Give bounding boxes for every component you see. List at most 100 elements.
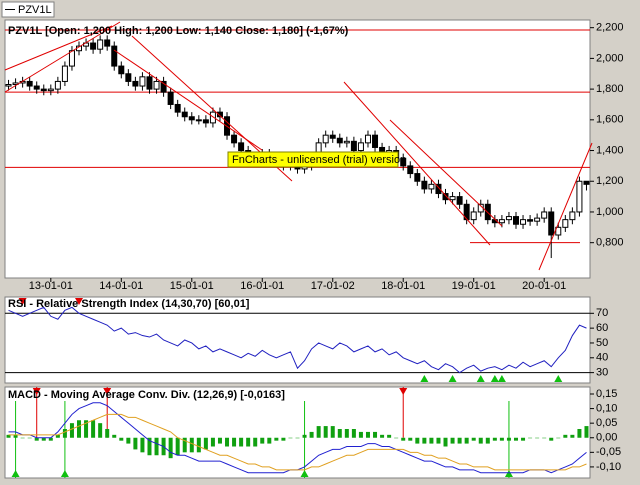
histogram-bar: [267, 437, 272, 444]
histogram-bar: [77, 420, 82, 438]
histogram-bar: [154, 437, 159, 456]
candle-body: [61, 65, 68, 82]
buy-signal: [11, 470, 20, 477]
histogram-bar: [570, 434, 575, 438]
histogram-bar: [485, 437, 490, 444]
y-tick-label: 1,600: [596, 114, 624, 126]
histogram-bar: [429, 437, 434, 444]
histogram-bar: [260, 437, 265, 444]
candle-body: [47, 88, 54, 92]
histogram-bar: [34, 437, 39, 441]
histogram-bar: [443, 437, 448, 447]
buy-signal: [300, 470, 309, 477]
buy-signal: [554, 375, 563, 382]
candle-body: [456, 196, 463, 205]
sell-signal: [75, 298, 84, 305]
histogram-bar: [471, 437, 476, 441]
histogram-bar: [492, 437, 497, 441]
histogram-bar: [20, 437, 25, 439]
histogram-bar: [27, 437, 32, 439]
histogram-bar: [246, 437, 251, 447]
y-tick-label: 70: [596, 307, 608, 319]
candle-body: [40, 88, 47, 92]
annotation: FnCharts - unlicensed (trial) version: [232, 154, 406, 166]
candle-body: [118, 65, 125, 75]
histogram-bar: [48, 437, 53, 441]
histogram-bar: [365, 431, 370, 438]
histogram-bar: [225, 437, 230, 447]
histogram-bar: [387, 434, 392, 438]
rsi-panel: [4, 296, 591, 384]
candle-body: [350, 140, 357, 152]
rsi-line: [8, 306, 587, 374]
candle-body: [231, 134, 238, 144]
histogram-bar: [464, 437, 469, 444]
histogram-bar: [513, 437, 518, 441]
y-tick-label: 0,800: [596, 237, 624, 249]
histogram-bar: [210, 437, 215, 447]
macd-panel: [4, 386, 591, 479]
candle-body: [181, 111, 188, 118]
candle-body: [104, 39, 111, 47]
histogram-bar: [373, 431, 378, 438]
candle-body: [470, 211, 477, 221]
candle-body: [555, 226, 562, 236]
y-tick-label: -0,05: [596, 446, 621, 458]
histogram-bar: [556, 437, 561, 439]
histogram-bar: [105, 429, 110, 438]
histogram-bar: [239, 437, 244, 447]
buy-signal: [448, 375, 457, 382]
histogram-bar: [189, 437, 194, 453]
y-tick-label: 0,05: [596, 417, 617, 429]
trend-line: [538, 142, 593, 271]
candle-body: [132, 80, 139, 87]
histogram-bar: [422, 437, 427, 444]
candle-body: [569, 211, 576, 221]
candle-body: [520, 219, 527, 225]
candle-body: [322, 134, 329, 144]
histogram-bar: [457, 437, 462, 444]
sell-signal: [18, 298, 27, 305]
candle-body: [343, 140, 350, 144]
legend-label: PZV1L: [18, 4, 52, 16]
candle-body: [111, 45, 118, 67]
candle-body: [33, 85, 40, 90]
candle-body: [238, 142, 245, 152]
histogram-bar: [196, 437, 201, 453]
x-tick-label: 17-01-02: [311, 280, 355, 292]
legend-box: [1, 1, 55, 18]
sell-signal: [399, 388, 408, 395]
x-tick-label: 19-01-01: [452, 280, 496, 292]
histogram-bar: [288, 437, 293, 439]
candle-body: [414, 173, 421, 182]
candle-body: [146, 76, 153, 90]
candle-body: [125, 73, 132, 82]
histogram-bar: [506, 437, 511, 441]
y-tick-label: 2,000: [596, 52, 624, 64]
trend-line: [389, 119, 503, 227]
candle-body: [68, 50, 75, 67]
histogram-bar: [69, 423, 74, 438]
rsi-title: RSI - Relative Strength Index (14,30,70)…: [8, 298, 250, 310]
candle-body: [407, 165, 414, 175]
candle-body: [54, 80, 61, 90]
candle-body: [160, 80, 167, 93]
candle-body: [576, 180, 583, 213]
annotation-box: [227, 151, 399, 168]
x-tick-label: 18-01-01: [381, 280, 425, 292]
histogram-bar: [380, 434, 385, 438]
trend-lines: [4, 21, 593, 271]
x-tick-label: 14-01-01: [99, 280, 143, 292]
histogram-bar: [302, 434, 307, 438]
candle-body: [505, 216, 512, 221]
y-tick-label: 0,00: [596, 432, 617, 444]
candle-body: [5, 84, 12, 87]
candle-body: [442, 193, 449, 201]
histogram-bar: [542, 437, 547, 439]
histogram-bar: [133, 437, 138, 450]
histogram-bar: [316, 426, 321, 438]
trend-line: [4, 21, 121, 93]
macd-line: [8, 413, 587, 471]
candle-body: [167, 91, 174, 105]
